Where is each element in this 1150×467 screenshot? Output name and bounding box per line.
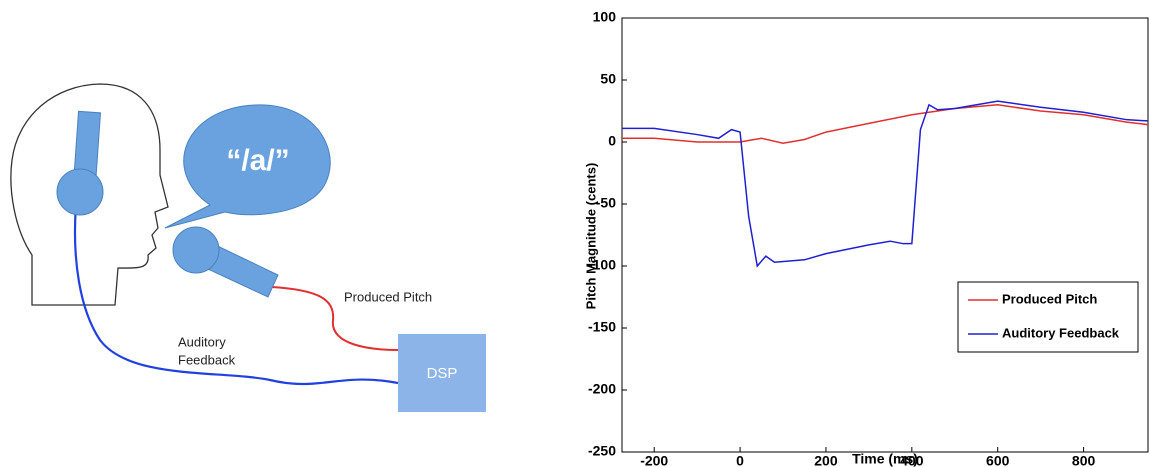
auditory-label: Feedback xyxy=(178,352,236,367)
x-tick-label: 200 xyxy=(814,453,838,467)
y-tick-label: -100 xyxy=(588,257,616,273)
red-cable xyxy=(271,286,399,351)
y-tick-label: -250 xyxy=(588,443,616,459)
y-tick-label: -50 xyxy=(596,195,616,211)
mic-head xyxy=(172,226,220,274)
ear-cup xyxy=(56,168,104,216)
x-axis-label: Time (ms) xyxy=(852,451,918,467)
y-tick-label: -200 xyxy=(588,381,616,397)
bubble-text: “/a/” xyxy=(226,144,289,177)
y-tick-label: -150 xyxy=(588,319,616,335)
head-outline xyxy=(10,83,169,306)
y-axis-label: Pitch Magnitude (cents) xyxy=(583,163,598,310)
x-tick-label: -200 xyxy=(640,453,668,467)
legend-box xyxy=(957,281,1139,353)
y-tick-label: 0 xyxy=(608,133,616,149)
blue-cable xyxy=(73,204,399,386)
y-tick-label: 50 xyxy=(600,71,616,87)
auditory-label: Auditory xyxy=(178,334,226,349)
y-tick-label: 100 xyxy=(593,9,617,25)
chart: Pitch Magnitude (cents) Time (ms) -250 -2… xyxy=(583,9,1149,467)
x-tick-label: 0 xyxy=(736,453,744,467)
produced-label: Produced Pitch xyxy=(344,289,432,304)
dsp-box xyxy=(398,334,486,412)
legend-label: Produced Pitch xyxy=(1002,291,1097,306)
dsp-label: DSP xyxy=(427,365,458,382)
speech-bubble xyxy=(164,104,331,229)
line xyxy=(622,100,1149,268)
x-tick-label: 800 xyxy=(1072,453,1096,467)
line xyxy=(622,104,1149,145)
legend-label: Auditory Feedback xyxy=(1002,325,1120,340)
x-tick-label: 400 xyxy=(900,453,924,467)
plot-frame xyxy=(621,17,1149,453)
x-tick-label: 600 xyxy=(986,453,1010,467)
diagram: “/a/” DSP Produced Pitch Auditory Feedba… xyxy=(10,83,486,412)
